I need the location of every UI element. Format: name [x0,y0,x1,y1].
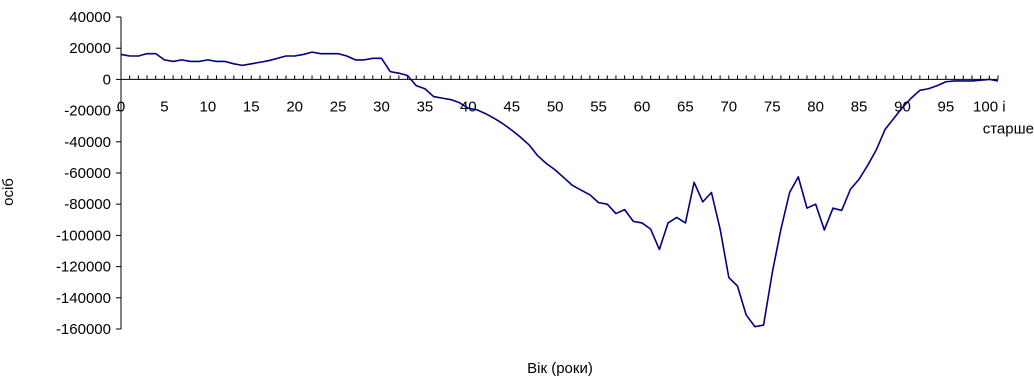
y-tick-label: 40000 [69,9,111,26]
y-tick-label: 20000 [69,40,111,57]
y-tick-label: -80000 [64,196,111,213]
x-tick-label: 10 [199,98,216,115]
x-tick-label: 60 [634,98,651,115]
y-axis-title: осіб [0,178,17,206]
x-tick-label: 30 [373,98,390,115]
x-tick-label: 15 [243,98,260,115]
x-tick-label: 85 [851,98,868,115]
y-tick-label: -40000 [64,134,111,151]
x-axis: 0 5 10 15 20 25 30 35 40 45 50 55 60 65 70 75 80 85 90 95 10… [117,75,1034,137]
series-layer [120,51,999,328]
y-tick-label: -100000 [56,227,111,244]
x-tick-label: 25 [330,98,347,115]
x-tick-label: 5 [160,98,168,115]
x-tick-label: 40 [460,98,477,115]
y-tick-label: -160000 [56,321,111,338]
x-tick-label: 80 [807,98,824,115]
x-tick-label: 95 [938,98,955,115]
x-tick-label: 0 [117,98,125,115]
x-tick-label: 20 [286,98,303,115]
y-tick-label: -120000 [56,259,111,276]
series-line [120,51,999,328]
x-tick-label-extra: старше [983,120,1034,137]
x-tick-label: 70 [720,98,737,115]
x-tick-label: 45 [503,98,520,115]
x-tick-label: 75 [764,98,781,115]
x-tick-label: 100 і [973,98,1006,115]
y-tick-label: -60000 [64,165,111,182]
x-tick-label: 50 [547,98,564,115]
y-tick-label: -140000 [56,290,111,307]
x-tick-label: 35 [417,98,434,115]
x-tick-label: 65 [677,98,694,115]
x-axis-title: Вік (роки) [527,360,593,377]
y-axis: 40000 20000 0 -20000 -40000 -60000 -80000 -1000… [56,9,122,338]
y-tick-label: 0 [103,71,111,88]
y-tick-label: -20000 [64,103,111,120]
x-tick-label: 55 [590,98,607,115]
